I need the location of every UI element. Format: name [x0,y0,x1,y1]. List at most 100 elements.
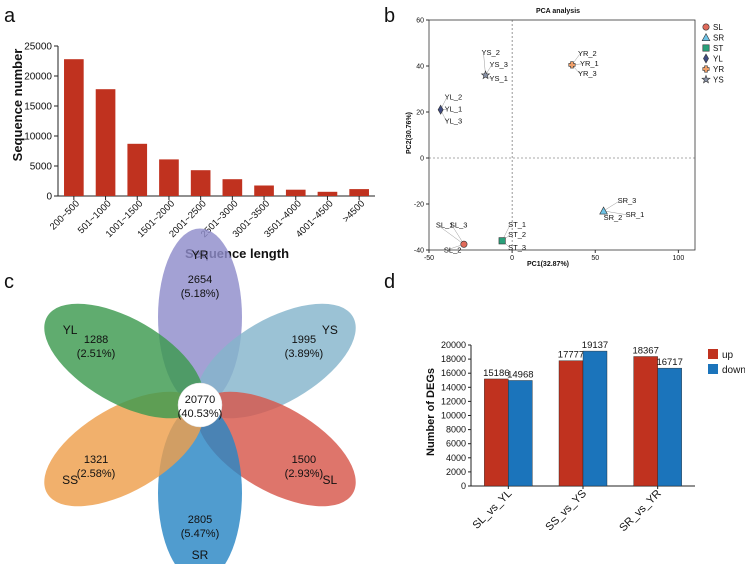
panel-d-legend-swatch-up [708,349,718,359]
panel-b-legend-symbol-sl [702,23,710,31]
panel-a-bar [190,170,211,196]
panel-letter-c: c [4,271,14,293]
panel-a-bar [159,159,179,196]
panel-b-sample-label: YR_2 [578,49,597,58]
panel-c-petal-ys [196,303,356,419]
panel-b-sample-label: SR_3 [618,196,637,205]
panel-c-flower-venn: 2654 (5.18%) YR 1995 (3.89%) YS 1500 (2.93%) SL 2… [44,228,356,564]
panel-b-pca-scatter: PCA analysis PC1(32.87%) PC2(30.76%) -40… [406,8,724,268]
panel-d-y-tick-label: 14000 [441,382,466,392]
panel-b-y-tick-label: 40 [416,64,424,71]
panel-b-sample-label: YS_3 [490,60,508,69]
panel-b-legend-symbol-yl [703,53,709,64]
panel-b-point-ys [480,70,491,80]
panel-d-legend-label: down [722,365,745,376]
panel-c-petal-count: 1995 [292,334,316,346]
panel-c-petal-count: 1321 [84,454,108,466]
panel-c-petal-count: 2805 [188,514,212,526]
panel-b-legend-label: ST [713,44,723,53]
panel-letter-b: b [384,5,395,27]
panel-b-label-leader [603,210,628,216]
panel-a-bar-chart: Sequence number Sequence length 05000100… [10,42,375,261]
panel-b-x-tick-label: 50 [591,255,599,262]
panel-d-bar-down [582,350,608,487]
panel-b-point-st [498,237,506,245]
panel-b-x-tick-label: 0 [510,255,514,262]
panel-b-sample-label: ST_3 [508,243,526,252]
panel-d-y-tick-label: 18000 [441,354,466,364]
panel-d-y-tick-label: 20000 [441,340,466,350]
panel-d-bar-value-label: 14968 [507,369,533,380]
panel-c-petal-count: 1288 [84,334,108,346]
panel-a-bar [285,189,306,196]
panel-c-petal-percent: (2.58%) [77,468,116,480]
panel-b-y-axis-label: PC2(30.76%) [406,112,413,154]
panel-a-y-tick-label: 10000 [24,132,52,143]
panel-d-bar-value-label: 18367 [632,346,658,357]
panel-b-sample-label: YL_2 [445,93,463,102]
panel-c-set-label: SS [62,473,78,487]
panel-b-y-tick-label: -40 [414,248,424,255]
panel-a-y-tick-label: 25000 [24,42,52,53]
panel-a-bar [317,191,338,196]
panel-d-y-tick-label: 0 [461,481,466,491]
panel-b-y-tick-label: 60 [416,18,424,25]
panel-d-bar-up [633,356,658,487]
panel-b-sample-label: YL_1 [445,105,463,114]
panel-b-legend-label: SR [713,34,724,43]
panel-c-core-circle [177,382,223,428]
panel-a-y-tick-label: 5000 [30,162,53,173]
panel-b-plot-frame [428,19,696,251]
panel-d-y-tick-label: 12000 [441,396,466,406]
panel-b-legend-symbol-ys [701,74,711,84]
panel-b-sample-label: YS_2 [482,48,500,57]
panel-c-set-label: YL [63,323,78,337]
panel-c-petal-count: 2654 [188,274,212,286]
panel-c-petal-percent: (5.18%) [181,288,220,300]
panel-d-y-tick-label: 2000 [446,467,466,477]
panel-b-sample-label: SR_1 [626,210,645,219]
panel-b-legend-symbol-yr [702,65,710,73]
panel-b-sample-label: ST_2 [508,230,526,239]
panel-a-y-tick-label: 0 [46,192,52,203]
panel-d-legend-swatch-down [708,364,718,374]
panel-b-point-sr [599,206,608,215]
panel-c-core-count: 20770 [185,394,216,406]
panel-b-y-tick-label: 20 [416,110,424,117]
panel-b-legend-label: YR [713,65,724,74]
panel-b-sample-label: SL_2 [444,245,462,254]
panel-b-legend-label: YL [713,55,723,64]
panel-c-petal-yl [44,303,204,419]
panel-b-label-leader [603,200,620,212]
panel-b-legend-label: YS [713,76,724,85]
panel-d-y-axis-label: Number of DEGs [425,368,437,456]
panel-c-set-label: YR [192,248,209,262]
panel-c-set-label: YS [322,323,338,337]
panel-b-sample-label: YR_3 [578,69,597,78]
panel-b-point-yr [568,61,576,69]
panel-b-point-yl [437,104,444,115]
panel-d-y-tick-label: 8000 [446,425,466,435]
panel-b-sample-label: YS_1 [490,74,508,83]
panel-d-grouped-bar-chart: Number of DEGs 0 2000 4000 6000 8000 10000 120… [425,340,745,534]
panel-a-y-tick-label: 15000 [24,102,52,113]
panel-d-bar-value-label: 17777 [558,350,584,361]
panel-b-y-tick-label: -20 [414,202,424,209]
panel-b-title: PCA analysis [536,8,580,15]
panel-letter-d: d [384,271,395,293]
panel-d-bar-up [484,378,509,487]
panel-d-x-tick-label: SR_vs_YR [617,488,664,535]
panel-a-bar [127,143,148,196]
panel-a-y-axis-label: Sequence number [10,49,25,162]
panel-c-petal-count: 1500 [292,454,316,466]
panel-d-bar-down [657,367,682,487]
panel-b-legend-label: SL [713,23,723,32]
panel-a-bar [95,89,116,196]
panel-b-x-tick-label: -50 [424,255,434,262]
panel-c-petal-percent: (2.93%) [285,468,324,480]
panel-b-legend-symbol-st [702,44,710,52]
panel-c-petal-sl [196,391,356,507]
panel-d-bar-value-label: 16717 [656,357,682,368]
panel-c-petal-percent: (5.47%) [181,528,220,540]
